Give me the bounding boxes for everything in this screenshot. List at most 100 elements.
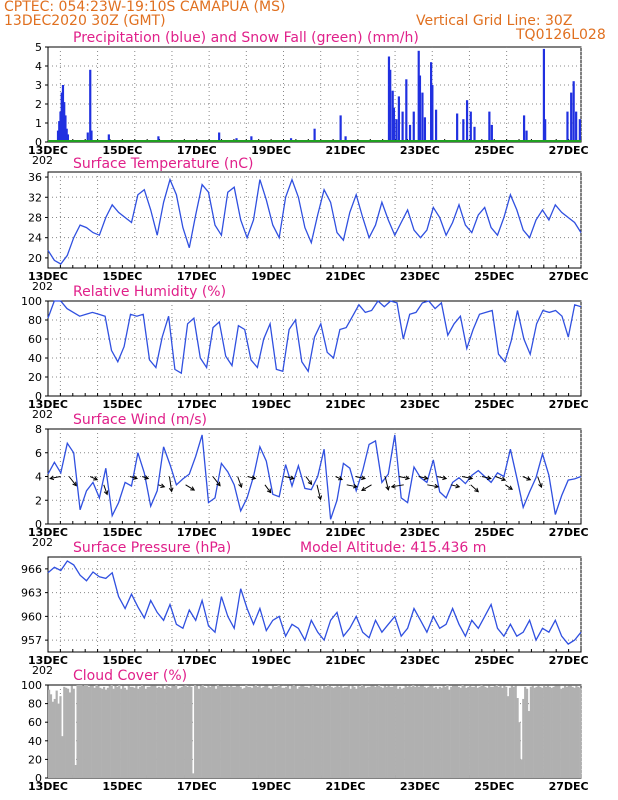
cloud-bar — [560, 688, 563, 778]
temp-date-label: 23DEC — [400, 270, 440, 283]
precip-bar — [418, 75, 422, 142]
cloud-bar — [214, 688, 218, 778]
grid-line-note: Vertical Grid Line: 30Z — [416, 13, 573, 29]
cloud-bar — [156, 687, 159, 778]
cloud-bar — [148, 686, 151, 778]
cloud-bar — [87, 686, 91, 778]
cloud-bar — [465, 687, 468, 778]
precip-title: Precipitation (blue) and Snow Fall (gree… — [73, 30, 419, 46]
cloud-bar — [512, 686, 515, 778]
wind-date-label: 27DEC — [549, 526, 589, 539]
precip-bar — [63, 102, 66, 142]
cloud-bar — [440, 687, 443, 778]
cloud-bar — [252, 685, 256, 778]
cloud-bar — [434, 686, 438, 778]
cloud-bar — [525, 688, 529, 778]
rh-date-label: 27DEC — [549, 398, 589, 411]
cloud-bar — [340, 685, 343, 778]
cloud-bar — [577, 686, 580, 778]
cloud-bar — [472, 686, 476, 778]
temp-year-label: 202 — [32, 280, 53, 293]
precip-bar — [430, 62, 433, 143]
cloud-bar — [203, 686, 206, 778]
cloud-bar — [345, 686, 348, 778]
cloud-bar — [395, 685, 398, 778]
wind-series-line — [47, 434, 582, 520]
cloud-bar — [550, 687, 553, 778]
cloud-bar — [103, 686, 106, 778]
temp-date-label: 17DEC — [177, 270, 217, 283]
wind-vector — [522, 476, 531, 481]
cloud-bar — [518, 722, 521, 778]
cloud-bar — [522, 698, 525, 778]
cloud-bar — [499, 685, 502, 778]
cloud-bar — [406, 686, 409, 778]
cloud-bar — [197, 688, 201, 778]
wind-vector-head — [144, 475, 150, 480]
cloud-bar — [163, 688, 166, 778]
precip-ytick-label: 0 — [35, 136, 42, 149]
cloud-bar — [315, 686, 318, 778]
cloud-bar — [76, 685, 79, 778]
cloud-bar — [389, 686, 392, 778]
cloud-bar — [480, 685, 483, 778]
cloud-bar — [292, 685, 295, 778]
cloud-bar — [497, 686, 500, 778]
precip-bar — [421, 92, 424, 142]
wind-vector-head — [385, 485, 390, 491]
rh-date-label: 15DEC — [102, 398, 142, 411]
cloud-bar — [250, 687, 254, 778]
cloud-bar — [431, 685, 434, 778]
wind-vector-head — [72, 481, 77, 487]
cloud-bar — [342, 687, 345, 778]
cloud-bar — [433, 687, 436, 778]
temp-series-line — [47, 177, 582, 265]
cloud-bar — [579, 687, 582, 778]
cloud-bar — [414, 686, 417, 778]
cloud-bar — [150, 685, 153, 778]
cloud-bar — [556, 685, 559, 778]
wind-vector-head — [49, 475, 55, 481]
cloud-bar — [427, 686, 430, 778]
precip-date-label: 13DEC — [28, 144, 68, 157]
cloud-bar — [184, 685, 187, 778]
precip-bar — [473, 126, 476, 142]
cloud-bar — [482, 685, 485, 778]
cloud-bar — [359, 686, 362, 778]
wind-date-label: 25DEC — [474, 526, 514, 539]
cloud-bar — [213, 685, 216, 778]
cloud-bar — [554, 685, 557, 778]
cloud-bar — [249, 686, 252, 778]
cloud-bar — [161, 685, 165, 778]
precip-date-label: 21DEC — [325, 144, 365, 157]
wind-ytick-label: 6 — [35, 447, 42, 460]
cloud-bar — [484, 686, 487, 778]
precip-bar — [434, 109, 438, 142]
wind-vector-head — [352, 483, 358, 489]
cloud-ytick-label: 20 — [28, 753, 42, 766]
precip-bar — [64, 115, 67, 142]
cloud-bar — [266, 685, 269, 778]
cloud-bar — [135, 685, 138, 778]
cloud-bar — [311, 685, 314, 778]
cloud-bar — [139, 686, 142, 778]
cloud-bar — [68, 692, 72, 778]
cloud-bar — [470, 686, 474, 778]
cloud-bar — [97, 685, 100, 778]
cloud-bar — [546, 685, 550, 778]
cloud-bar — [235, 685, 238, 778]
precip-bar — [490, 124, 493, 142]
precip-bar — [431, 85, 434, 142]
cloud-bar — [364, 687, 367, 778]
cloud-ytick-label: 0 — [35, 772, 42, 785]
cloud-bar — [469, 685, 472, 778]
pres-ytick-label: 966 — [21, 563, 42, 576]
precip-bar — [90, 130, 93, 142]
cloud-bar — [279, 685, 282, 778]
precip-bar — [405, 79, 408, 142]
cloud-bar — [328, 685, 331, 778]
wind-ytick-label: 8 — [35, 423, 42, 436]
cloud-bar — [501, 687, 504, 778]
cloud-bar — [176, 688, 180, 778]
cloud-bar — [548, 686, 551, 778]
